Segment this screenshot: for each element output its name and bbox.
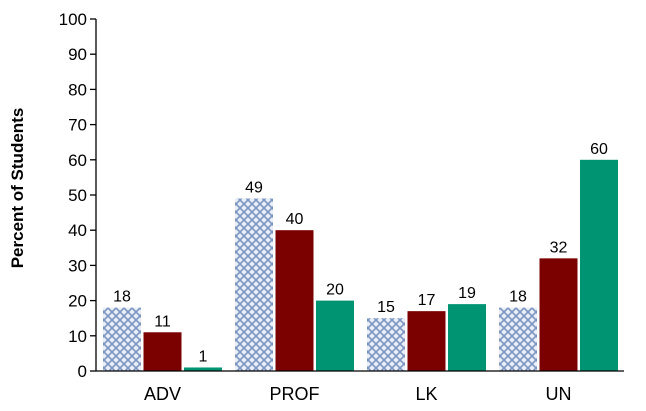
category-label: UN xyxy=(546,384,572,404)
data-label: 1 xyxy=(199,348,208,365)
bar-prof-series-3 xyxy=(316,300,354,371)
y-tick-label: 40 xyxy=(68,221,87,240)
y-tick-label: 60 xyxy=(68,151,87,170)
y-tick-label: 30 xyxy=(68,256,87,275)
category-label: ADV xyxy=(144,384,181,404)
y-tick-label: 20 xyxy=(68,292,87,311)
data-label: 60 xyxy=(590,141,608,158)
bar-un-series-3 xyxy=(580,159,618,371)
bar-prof-series-2 xyxy=(275,230,314,371)
y-tick-label: 70 xyxy=(68,116,87,135)
bars xyxy=(103,159,618,371)
y-tick-label: 0 xyxy=(78,362,87,381)
data-label: 18 xyxy=(113,289,131,306)
data-label: 32 xyxy=(550,239,568,256)
data-label: 15 xyxy=(377,299,395,316)
bar-un-series-1 xyxy=(499,307,537,371)
data-label: 40 xyxy=(286,211,304,228)
bar-un-series-2 xyxy=(539,258,578,371)
bar-lk-series-3 xyxy=(448,304,486,371)
bar-lk-series-2 xyxy=(407,311,446,371)
y-tick-label: 50 xyxy=(68,186,87,205)
data-label: 19 xyxy=(458,285,476,302)
bar-lk-series-1 xyxy=(367,318,405,371)
y-tick-label: 10 xyxy=(68,327,87,346)
y-tick-label: 80 xyxy=(68,80,87,99)
category-labels: ADV PROF LK UN xyxy=(144,384,572,404)
y-axis-title: Percent of Students xyxy=(8,108,27,269)
bar-prof-series-1 xyxy=(235,198,273,371)
category-label: PROF xyxy=(269,384,319,404)
data-label: 49 xyxy=(245,180,263,197)
y-tick-label: 100 xyxy=(59,10,87,29)
data-label: 20 xyxy=(326,282,344,299)
y-axis-ticks: 0 10 20 30 40 50 60 70 80 90 100 xyxy=(59,10,96,381)
y-tick-label: 90 xyxy=(68,45,87,64)
data-label: 18 xyxy=(509,289,527,306)
bar-adv-series-3 xyxy=(184,367,222,371)
category-label: LK xyxy=(415,384,437,404)
data-label: 17 xyxy=(418,292,436,309)
bar-adv-series-2 xyxy=(143,332,182,371)
bar-adv-series-1 xyxy=(103,307,141,371)
data-label: 11 xyxy=(154,313,171,330)
